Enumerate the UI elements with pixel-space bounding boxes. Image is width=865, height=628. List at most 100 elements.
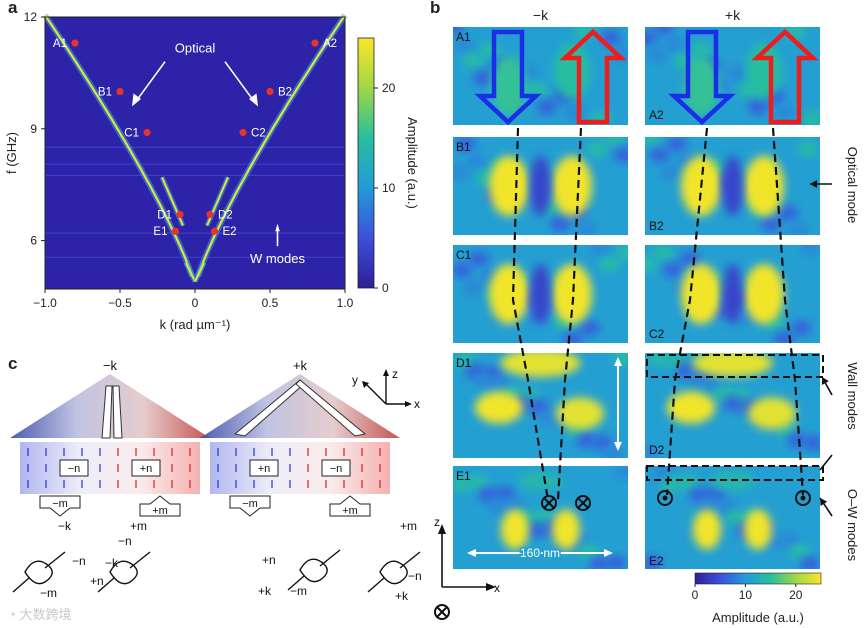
w-modes-annotation: W modes — [250, 251, 305, 266]
hand-sketch-finger — [12, 577, 30, 593]
map-speckle — [577, 222, 597, 235]
scale-label-100nm: 100 nm — [625, 384, 639, 424]
map-speckle — [667, 137, 687, 152]
out-of-page-icon-dot — [662, 495, 668, 501]
n-label: +n — [258, 463, 271, 475]
mode-lobe — [683, 56, 719, 116]
triad-x-label: x — [414, 397, 420, 411]
point-D2 — [206, 210, 214, 219]
spin-up-arrow-right — [751, 28, 819, 125]
map-speckle — [802, 111, 820, 125]
m-label: +m — [342, 505, 358, 517]
map-speckle — [468, 475, 488, 491]
mode-lobe — [667, 391, 715, 424]
map-speckle — [466, 153, 486, 169]
colorbar-tick-label: 20 — [382, 81, 396, 95]
x-axis-head — [486, 583, 496, 591]
map-speckle — [800, 556, 820, 569]
out-of-page-icon — [657, 490, 673, 506]
map-speckle — [525, 522, 545, 538]
hand-label: +k — [395, 589, 409, 603]
dashed-track — [511, 127, 550, 501]
z-axis-head — [438, 524, 446, 534]
map-speckle — [463, 53, 483, 69]
y-tick-label: 9 — [30, 122, 37, 136]
point-E2 — [210, 227, 219, 235]
schematic-plus-k: +k +n −n −m +m — [200, 358, 400, 517]
hand-label: −n — [408, 569, 422, 583]
hand-sketch — [109, 560, 138, 585]
panel-a-label: a — [8, 0, 18, 17]
map-speckle — [617, 245, 628, 261]
point-C2 — [239, 128, 247, 137]
hand-label: −m — [40, 586, 57, 600]
out-of-page-icon — [795, 490, 811, 506]
y-axis-into-page-icon — [434, 604, 450, 620]
wall-modes-label-pointer-head — [821, 377, 829, 386]
map-speckle — [686, 373, 706, 389]
map-speckle — [453, 164, 469, 180]
mode-node — [530, 264, 551, 324]
hand-sketch — [24, 560, 53, 585]
scale-arrowhead — [614, 357, 622, 366]
left-map-4 — [453, 353, 628, 458]
panel-a: a −1.0 −0.5 0 0.5 1.0 12 9 6 k (rad µm⁻¹) f (GHz)… — [0, 0, 430, 350]
point-label-A2: A2 — [323, 38, 337, 50]
map-speckle — [606, 555, 626, 569]
map-speckle — [478, 487, 498, 503]
map-speckle — [563, 331, 583, 343]
left-map-label: E1 — [456, 469, 471, 483]
left-map-label: A1 — [456, 30, 471, 44]
optical-arrowhead-right — [249, 93, 258, 107]
mode-node — [722, 156, 743, 216]
mode-lobe — [744, 509, 772, 550]
map-speckle — [653, 245, 673, 261]
point-label-D1: D1 — [157, 209, 172, 221]
hand-label: −k — [105, 556, 119, 570]
colorbar-b — [694, 572, 822, 585]
spin-down-arrow-right — [668, 29, 736, 126]
left-map-label: B1 — [456, 140, 471, 154]
mode-profiles: A1 A2 B1 B2 C1 C2 D1 D2 E1 E2 −k +k Optical mode Wall… — [434, 7, 860, 625]
into-page-icon-cross — [577, 497, 589, 509]
map-speckle — [645, 137, 660, 146]
hand-sketch-finger — [319, 549, 341, 567]
wall-modes-label: Wall modes — [845, 362, 860, 430]
dashed-track — [556, 127, 583, 501]
map-speckle — [726, 510, 746, 526]
triad-x-head — [405, 401, 412, 407]
mode-lobe — [556, 397, 604, 430]
right-map-2 — [645, 137, 820, 235]
k-arrow — [101, 385, 113, 439]
mode-lobe — [744, 264, 784, 324]
map-speckle — [589, 556, 609, 569]
map-speckle — [645, 555, 662, 569]
map-speckle — [453, 262, 472, 278]
hand-label: +n — [90, 574, 104, 588]
map-speckle — [550, 216, 570, 232]
map-speckle — [652, 466, 672, 480]
optical-mode-label: Optical mode — [845, 147, 860, 224]
map-speckle — [706, 486, 726, 502]
x-axis-label: x — [494, 581, 500, 595]
map-speckle — [645, 445, 659, 458]
m-arrow — [39, 495, 81, 517]
w-tip-left — [185, 262, 196, 282]
colorbar-tick-label: 0 — [382, 281, 389, 295]
k-label: +k — [293, 358, 308, 373]
n-label-box — [249, 459, 279, 477]
optical-arrow-right — [224, 61, 256, 104]
into-page-icon — [541, 495, 557, 511]
point-label-E1: E1 — [153, 226, 167, 238]
point-A1 — [71, 39, 79, 47]
point-label-C2: C2 — [251, 128, 266, 140]
map-speckle — [645, 256, 656, 272]
map-speckle — [462, 279, 482, 295]
map-speckle — [664, 36, 684, 52]
point-label-D2: D2 — [218, 209, 233, 221]
map-speckle — [775, 105, 795, 121]
mode-lobe — [491, 56, 527, 116]
n-label: −n — [68, 463, 81, 475]
dashed-track — [665, 127, 709, 496]
mode-node — [722, 264, 743, 324]
